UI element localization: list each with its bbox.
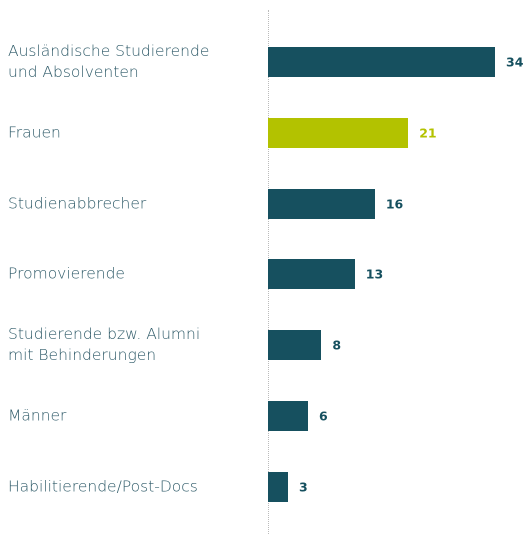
value-label: 21 (419, 125, 437, 141)
category-label: Studierende bzw. Alumni mit Behinderunge… (8, 325, 201, 365)
category-label: Ausländische Studierende und Absolventen (8, 42, 210, 81)
category-label: Männer (8, 406, 67, 425)
value-label: 6 (319, 408, 328, 424)
value-label: 8 (332, 337, 342, 353)
bar (268, 471, 289, 502)
bar (268, 188, 375, 219)
category-label: Habilitierende/Post-Docs (8, 477, 198, 496)
category-label: Promovierende (8, 264, 125, 283)
value-label: 16 (385, 196, 404, 212)
bar (268, 330, 322, 361)
value-label: 34 (506, 54, 524, 70)
value-label: 3 (299, 479, 308, 495)
category-label: Studienabbrecher (8, 194, 147, 213)
value-label: 13 (365, 266, 384, 282)
bar (268, 259, 355, 290)
category-label: Frauen (8, 123, 61, 142)
bar (268, 117, 409, 148)
bar (268, 47, 495, 77)
bar (268, 401, 309, 431)
